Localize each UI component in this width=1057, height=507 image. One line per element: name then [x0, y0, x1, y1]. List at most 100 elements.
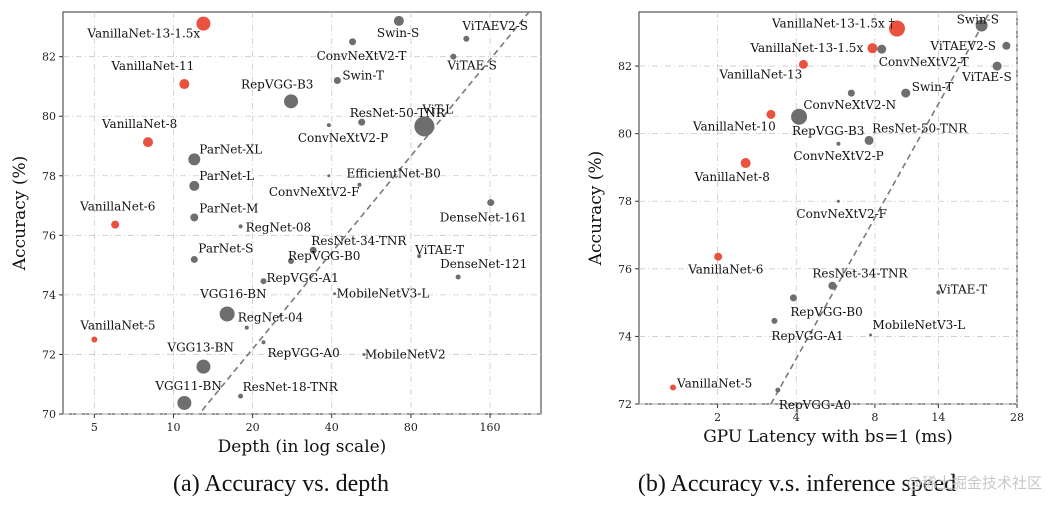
point-label-vgg16-bn: VGG16-BN: [199, 287, 266, 301]
x-axis-label: GPU Latency with bs=1 (ms): [703, 427, 953, 447]
point-densenet-161: [487, 199, 495, 207]
point-label-parnet-s: ParNet-S: [198, 241, 253, 255]
point-label-repvgg-a1: RepVGG-A1: [771, 329, 843, 343]
point-label-vgg11-bn: VGG11-BN: [154, 379, 221, 393]
point-label-convnextv2-n: ConvNeXtV2-N: [803, 98, 896, 112]
point-label-vanillanet-6: VanillaNet-6: [79, 200, 155, 214]
point-convnextv2-f: [836, 199, 840, 203]
y-tick-label: 70: [42, 408, 56, 421]
point-vanillanet-8: [142, 137, 153, 148]
point-label-mobilenetv3-l: MobileNetV3-L: [337, 287, 430, 301]
point-label-convnextv2-t: ConvNeXtV2-T: [317, 49, 407, 63]
point-parnet-xl: [188, 153, 201, 166]
point-convnextv2-f: [327, 174, 331, 178]
point-convnextv2-t: [877, 44, 887, 54]
point-label-vit-l: ViT-L: [421, 102, 453, 116]
point-convnextv2-n: [847, 89, 855, 97]
y-tick-label: 72: [618, 398, 632, 411]
point-resnet-34-tnr: [309, 246, 317, 254]
point-label-convnextv2-t: ConvNeXtV2-T: [879, 55, 969, 69]
point-swin-t: [333, 76, 341, 84]
point-vanillanet-13-1-5x: [888, 20, 905, 37]
point-label-repvgg-a1: RepVGG-A1: [267, 271, 339, 285]
point-label-vitae-t: ViTAE-T: [414, 243, 464, 257]
watermark: @稀土掘金技术社区: [907, 474, 1042, 492]
point-repvgg-b3: [791, 108, 808, 125]
point-label-mobilenetv3-l: MobileNetV3-L: [873, 318, 966, 332]
point-mobilenetv2: [362, 352, 366, 356]
x-tick-label: 20: [246, 421, 260, 434]
point-label-vanillanet-13: VanillaNet-13: [718, 67, 802, 81]
point-repvgg-a1: [771, 317, 778, 324]
y-tick-label: 74: [618, 330, 632, 343]
point-label-densenet-161: DenseNet-161: [440, 211, 527, 225]
point-repvgg-b3: [284, 94, 299, 109]
point-label-convnextv2-f: ConvNeXtV2-F: [269, 185, 360, 199]
point-label-vitaev2-s: ViTAEV2-S: [461, 19, 528, 33]
point-label-repvgg-b0: RepVGG-B0: [790, 305, 862, 319]
y-tick-label: 80: [618, 128, 632, 141]
point-vgg13-bn: [196, 359, 211, 374]
point-label-swin-t: Swin-T: [342, 68, 384, 82]
point-label-parnet-m: ParNet-M: [199, 201, 258, 215]
point-label-vanillanet-6: VanillaNet-6: [687, 263, 763, 277]
point-label-regnet-08: RegNet-08: [246, 220, 312, 234]
y-tick-label: 74: [42, 289, 56, 302]
point-label-swin-t: Swin-T: [912, 80, 954, 94]
point-vitaev2-s: [1002, 41, 1011, 50]
point-label-vanillanet-13-1-5x: VanillaNet-13-1.5x: [749, 41, 863, 55]
x-tick-label: 160: [480, 421, 501, 434]
point-label-densenet-121: DenseNet-121: [440, 257, 527, 271]
point-swin-t: [901, 88, 911, 98]
point-label-swin-s: Swin-S: [957, 13, 999, 27]
point-vanillanet-10: [766, 109, 776, 119]
point-swin-s: [975, 19, 988, 32]
point-label-vanillanet-5: VanillaNet-5: [79, 319, 155, 333]
point-label-vitaev2-s: ViTAEV2-S: [929, 39, 996, 53]
y-tick-label: 78: [618, 195, 632, 208]
point-label-regnet-04: RegNet-04: [238, 311, 304, 325]
y-tick-label: 76: [42, 229, 56, 242]
y-tick-label: 72: [42, 348, 56, 361]
point-vitae-s: [992, 61, 1002, 71]
point-label-convnextv2-p: ConvNeXtV2-P: [298, 131, 388, 145]
point-parnet-s: [190, 255, 198, 263]
point-label-vanillanet-13-1-5x: VanillaNet-13-1.5x: [86, 27, 200, 41]
point-label-repvgg-b3: RepVGG-B3: [241, 77, 313, 91]
point-vanillanet-8: [740, 158, 751, 169]
point-resnet-34-tnr: [828, 281, 837, 290]
point-vitae-s: [450, 53, 457, 60]
point-label-convnextv2-p: ConvNeXtV2-P: [793, 149, 883, 163]
point-efficientnet-b0: [357, 182, 362, 187]
y-tick-label: 78: [42, 170, 56, 183]
point-convnextv2-p: [836, 141, 841, 146]
point-vit-l: [414, 116, 435, 137]
point-label-vitae-t: ViTAE-T: [937, 282, 987, 296]
point-label-efficientnet-b0: EfficientNet-B0: [346, 167, 440, 181]
x-tick-label: 80: [404, 421, 418, 434]
point-vanillanet-13: [798, 59, 808, 69]
x-tick-label: 40: [325, 421, 339, 434]
point-label-repvgg-b0: RepVGG-B0: [288, 249, 360, 263]
y-tick-label: 76: [618, 263, 632, 276]
x-tick-label: 5: [91, 421, 98, 434]
point-vitaev2-s: [463, 35, 470, 42]
x-tick-label: 10: [166, 421, 180, 434]
point-convnextv2-t: [349, 38, 357, 46]
point-label-vgg13-bn: VGG13-BN: [166, 341, 233, 355]
point-label-resnet-34-tnr: ResNet-34-TNR: [311, 234, 407, 248]
point-label-repvgg-a0: RepVGG-A0: [268, 346, 340, 360]
x-tick-label: 28: [1010, 411, 1024, 424]
point-label-convnextv2-f: ConvNeXtV2-F: [796, 207, 887, 221]
point-label-swin-s: Swin-S: [377, 26, 419, 40]
point-mobilenetv3-l: [333, 292, 337, 296]
point-vanillanet-13-1-5x: [196, 16, 211, 31]
point-vanillanet-6: [714, 252, 723, 261]
point-vanillanet-5: [91, 336, 98, 343]
point-swin-s: [393, 15, 404, 26]
point-vitae-t: [936, 290, 941, 295]
point-convnextv2-p: [326, 123, 331, 128]
x-axis-label: Depth (in log scale): [218, 437, 387, 457]
point-label-resnet-50-tnr: ResNet-50-TNR: [872, 121, 968, 135]
